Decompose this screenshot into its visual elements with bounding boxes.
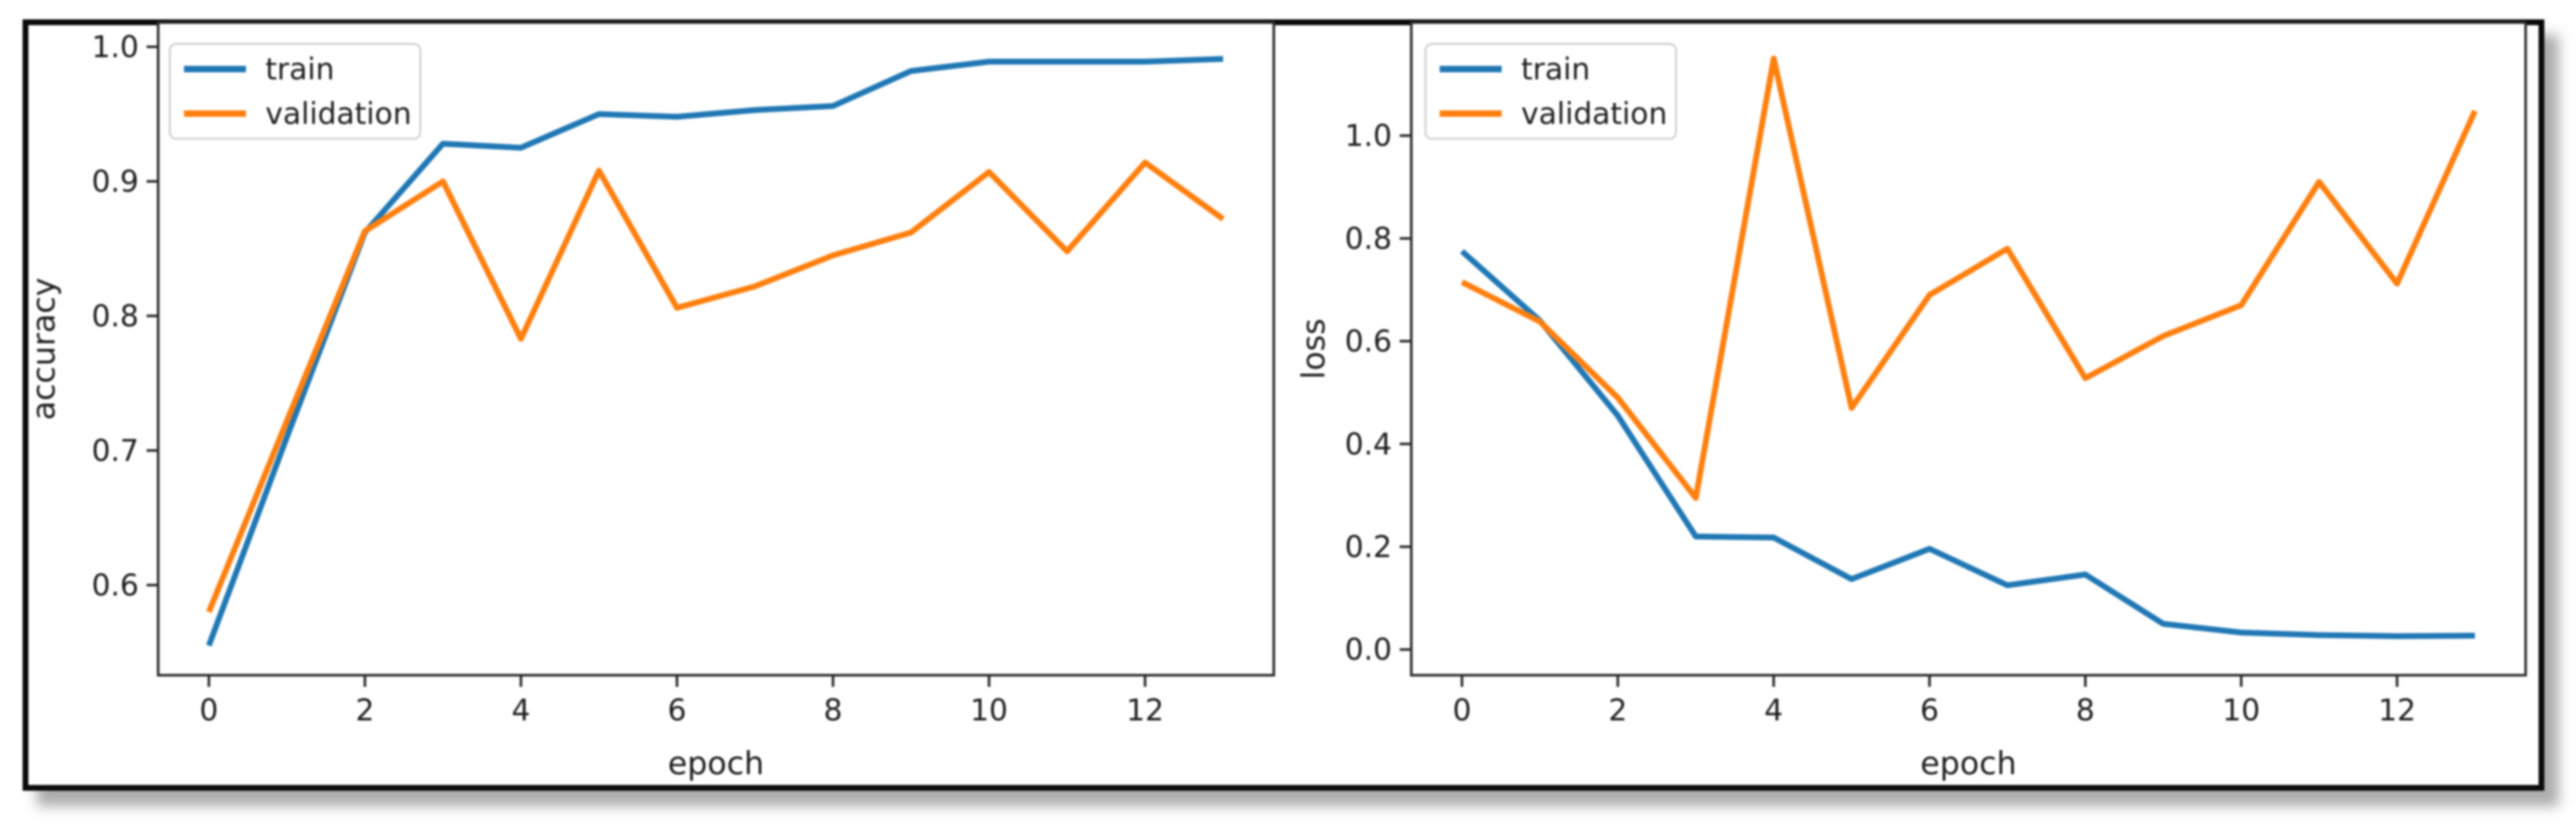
- x-tick-label: 8: [824, 693, 843, 727]
- x-tick-label: 4: [1764, 693, 1783, 727]
- x-tick-label: 10: [2222, 693, 2260, 727]
- x-tick-label: 12: [1126, 693, 1164, 727]
- y-tick-label: 1.0: [1345, 118, 1392, 153]
- x-tick-label: 0: [199, 693, 218, 727]
- legend-label-train: train: [1521, 52, 1590, 86]
- y-tick-label: 0.4: [1345, 427, 1392, 462]
- y-tick-label: 0.6: [1345, 324, 1392, 359]
- x-axis-label: epoch: [1920, 746, 2016, 782]
- y-axis-label: accuracy: [26, 278, 63, 420]
- x-axis-label: epoch: [668, 746, 764, 782]
- legend-label-validation: validation: [265, 96, 411, 131]
- y-tick-label: 1.0: [92, 30, 139, 65]
- loss-chart: 0 2 4 6 8 10 12 0.0 0.2 0.4 0.6 0.8 1.0 epoch loss trai…: [1296, 21, 2527, 782]
- x-tick-label: 6: [1920, 693, 1939, 727]
- x-tick-label: 10: [970, 693, 1008, 727]
- x-tick-label: 4: [511, 693, 530, 727]
- accuracy-chart: 0 2 4 6 8 10 12 0.6 0.7 0.8 0.9 1.0 epoch accuracy tra…: [26, 21, 1275, 782]
- y-tick-label: 0.7: [92, 433, 139, 468]
- y-axis-label: loss: [1296, 318, 1333, 380]
- y-tick-label: 0.9: [92, 164, 139, 199]
- y-tick-label: 0.8: [92, 298, 139, 333]
- train-line: [206, 56, 1223, 647]
- x-tick-label: 8: [2076, 693, 2094, 727]
- legend-label-train: train: [265, 52, 334, 86]
- validation-line: [206, 159, 1225, 613]
- x-tick-label: 0: [1453, 693, 1471, 727]
- legend: train validation: [1424, 43, 1677, 140]
- x-tick-label: 6: [668, 693, 686, 727]
- legend: train validation: [169, 43, 422, 140]
- x-tick-label: 12: [2378, 693, 2417, 727]
- train-line: [1460, 249, 2475, 639]
- validation-line: [1460, 56, 2478, 501]
- legend-label-validation: validation: [1521, 96, 1667, 131]
- x-tick-label: 2: [356, 693, 374, 727]
- x-tick-label: 2: [1608, 693, 1627, 727]
- y-tick-label: 0.0: [1345, 632, 1392, 667]
- y-tick-label: 0.8: [1345, 221, 1392, 256]
- y-tick-label: 0.6: [92, 567, 139, 602]
- y-tick-label: 0.2: [1345, 529, 1392, 564]
